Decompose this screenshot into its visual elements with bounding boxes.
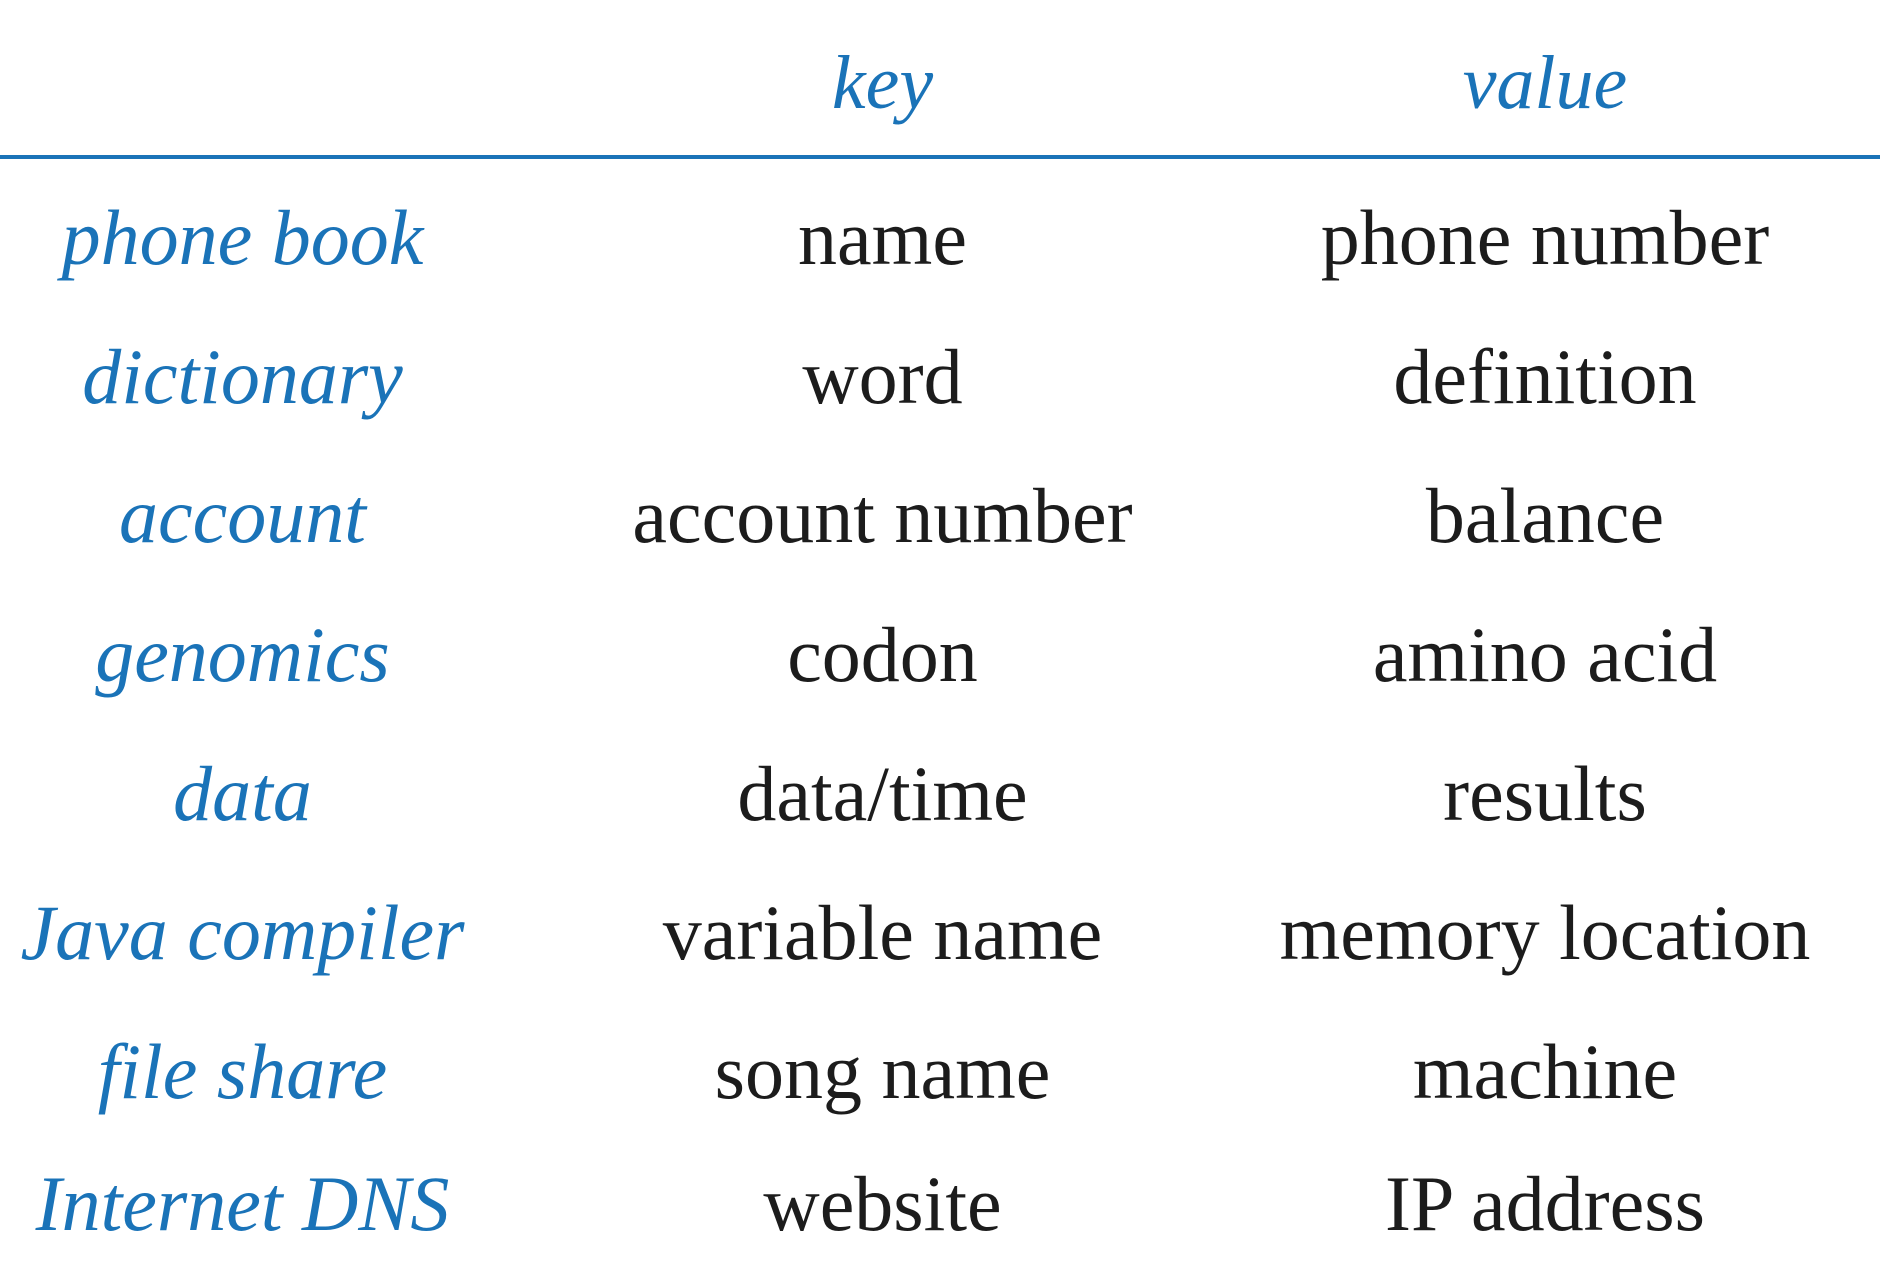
key-cell: website (763, 1160, 1002, 1247)
application-cell: dictionary (82, 333, 403, 420)
header-value: value (1462, 41, 1628, 125)
key-cell: song name (714, 1028, 1051, 1115)
application-cell: phone book (61, 194, 424, 281)
table-row: account account number balance (0, 446, 1880, 586)
table-row: Internet DNS website IP address (0, 1134, 1880, 1274)
key-cell: word (802, 333, 963, 420)
value-cell: results (1443, 750, 1647, 837)
application-cell: genomics (95, 611, 390, 698)
value-cell: IP address (1385, 1160, 1705, 1247)
table-row: phone book name phone number (0, 168, 1880, 308)
header-divider (0, 155, 1880, 159)
value-cell: machine (1412, 1028, 1678, 1115)
table-header: key value (0, 0, 1880, 157)
table-row: genomics codon amino acid (0, 585, 1880, 725)
table-row: dictionary word definition (0, 307, 1880, 447)
value-cell: amino acid (1372, 611, 1718, 698)
application-cell: file share (97, 1028, 388, 1115)
header-key: key (831, 41, 934, 125)
table-row: data data/time results (0, 724, 1880, 864)
value-cell: definition (1393, 333, 1697, 420)
table-row: file share song name machine (0, 1002, 1880, 1142)
key-cell: variable name (662, 889, 1103, 976)
key-cell: name (798, 194, 967, 281)
table-row: Java compiler variable name memory locat… (0, 863, 1880, 1003)
application-cell: Internet DNS (35, 1160, 450, 1247)
application-cell: account (119, 472, 366, 559)
value-cell: phone number (1320, 194, 1770, 281)
key-cell: data/time (737, 750, 1028, 837)
application-cell: Java compiler (20, 889, 465, 976)
value-cell: memory location (1279, 889, 1811, 976)
key-cell: codon (787, 611, 978, 698)
key-cell: account number (632, 472, 1133, 559)
value-cell: balance (1425, 472, 1665, 559)
application-cell: data (173, 750, 312, 837)
